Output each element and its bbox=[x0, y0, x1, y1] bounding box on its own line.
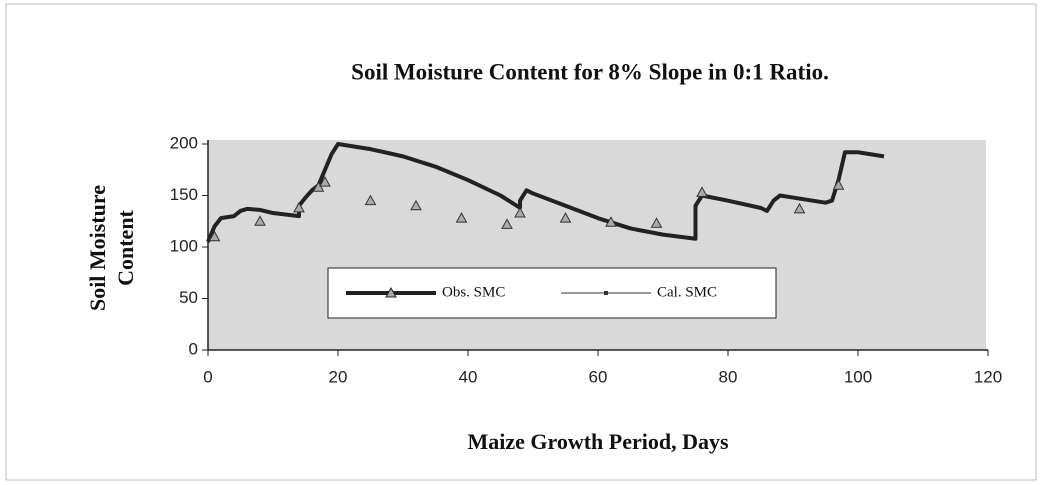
data-point bbox=[696, 186, 708, 197]
data-line bbox=[206, 142, 885, 243]
data-point bbox=[832, 179, 845, 190]
y-axis-label: Content bbox=[113, 209, 138, 285]
data-point bbox=[208, 230, 221, 242]
data-point bbox=[410, 199, 422, 211]
data-point bbox=[501, 218, 513, 229]
data-point bbox=[312, 181, 325, 192]
data-point bbox=[514, 206, 526, 218]
x-tick-label: 120 bbox=[974, 367, 1002, 386]
data-point bbox=[293, 201, 305, 213]
x-tick-label: 40 bbox=[459, 367, 478, 386]
data-point bbox=[254, 215, 266, 226]
y-tick-label: 150 bbox=[170, 185, 198, 204]
data-point bbox=[605, 216, 617, 227]
y-tick-label: 100 bbox=[170, 236, 198, 255]
data-point bbox=[364, 194, 377, 206]
y-tick-label: 0 bbox=[189, 339, 198, 358]
data-point bbox=[793, 202, 806, 214]
legend-label: Cal. SMC bbox=[657, 284, 717, 300]
data-point bbox=[319, 176, 331, 187]
y-tick-label: 50 bbox=[179, 288, 198, 307]
legend-label: Obs. SMC bbox=[442, 284, 505, 300]
data-point bbox=[455, 212, 468, 223]
x-tick-label: 100 bbox=[844, 367, 872, 386]
x-tick-label: 60 bbox=[589, 367, 608, 386]
x-tick-label: 80 bbox=[719, 367, 738, 386]
legend-swatch bbox=[604, 291, 608, 295]
x-axis-label: Maize Growth Period, Days bbox=[467, 429, 729, 454]
data-point bbox=[559, 212, 572, 223]
x-tick-label: 20 bbox=[329, 367, 348, 386]
chart-frame bbox=[5, 3, 1037, 481]
chart-title: Soil Moisture Content for 8% Slope in 0:… bbox=[351, 59, 829, 84]
legend-swatch bbox=[385, 286, 397, 298]
y-tick-label: 200 bbox=[170, 133, 198, 152]
x-tick-label: 0 bbox=[203, 367, 212, 386]
y-axis-label: Soil Moisture bbox=[85, 185, 110, 311]
data-point bbox=[650, 217, 663, 228]
